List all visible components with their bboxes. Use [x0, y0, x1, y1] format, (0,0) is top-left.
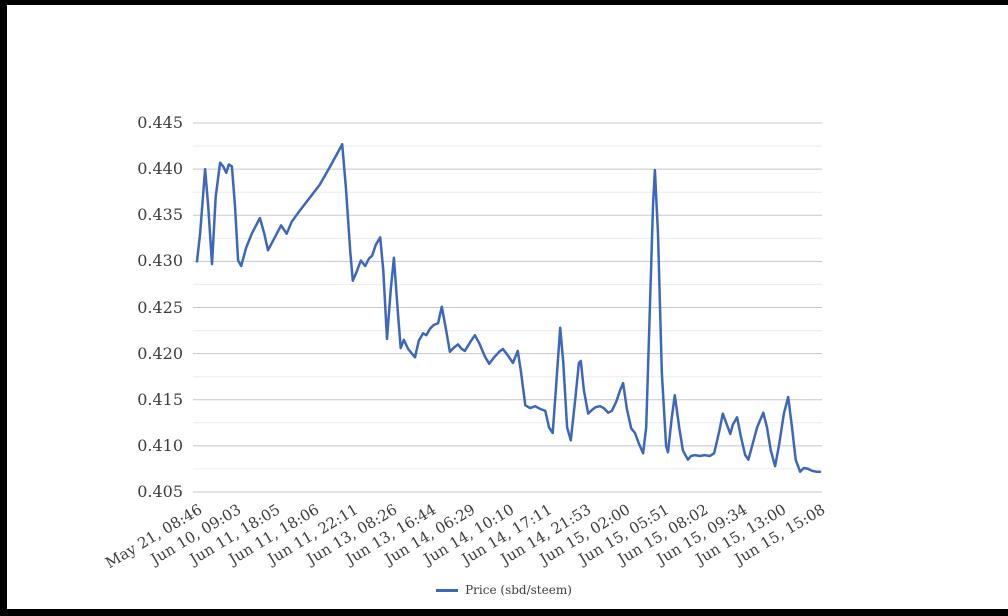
- y-tick-label: 0.420: [137, 343, 183, 363]
- window-border-top: [0, 0, 1008, 5]
- legend-line-swatch: [436, 588, 459, 592]
- y-tick-label: 0.425: [137, 297, 183, 317]
- legend: Price (sbd/steem): [0, 583, 1008, 597]
- y-tick-label: 0.405: [137, 482, 183, 501]
- y-tick-label: 0.445: [137, 113, 183, 132]
- window-border-left: [0, 0, 7, 616]
- window-border-bottom: [0, 609, 1008, 616]
- y-tick-label: 0.410: [137, 435, 183, 455]
- price-series-line: [195, 142, 822, 473]
- legend-label: Price (sbd/steem): [465, 583, 572, 597]
- y-tick-label: 0.430: [137, 251, 183, 271]
- gridlines: [193, 122, 822, 493]
- y-tick-label: 0.440: [137, 159, 183, 179]
- y-tick-label: 0.415: [137, 389, 183, 409]
- y-tick-label: 0.435: [137, 205, 183, 225]
